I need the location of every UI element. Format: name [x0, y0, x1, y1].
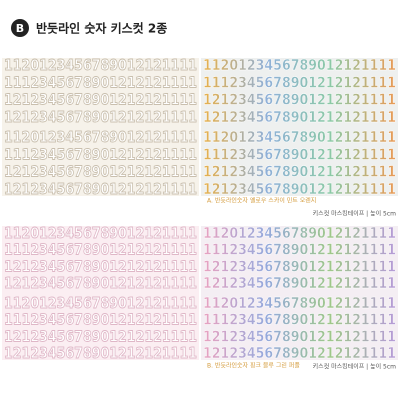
caption: B. 반듯라인숫자 핑크 블루 그린 퍼플 [207, 362, 300, 370]
color-digits: 1112345678901212121111 [203, 311, 396, 329]
right-strip-bg [201, 58, 398, 196]
outline-digits: 1112345678901212121111 [4, 145, 197, 163]
color-digits: 1212345678901212121111 [203, 163, 396, 181]
color-digits: 1212345678901212121111 [203, 257, 396, 275]
right-strip-bg [201, 226, 398, 360]
outline-digits: 1212345678901212121111 [4, 344, 197, 362]
color-digits: 1212345678901212121111 [203, 108, 396, 126]
title: 반듯라인 숫자 키스컷 2종 [36, 21, 167, 36]
color-digits: 1212345678901212121111 [203, 91, 396, 109]
spec: 키스컷 마스킹테이프 | 높이 5cm [313, 210, 396, 218]
caption: A. 반듯라인숫자 옐로우 스카이 민트 오렌지 [207, 197, 316, 205]
outline-digits: 1120123456789012121111 [4, 128, 197, 146]
color-digits: 1212345678901212121111 [203, 180, 396, 198]
color-digits: 1120123456789012121111 [203, 56, 396, 74]
color-digits: 1212345678901212121111 [203, 344, 396, 362]
color-digits: 1212345678901212121111 [203, 327, 396, 345]
color-digits: 1212345678901212121111 [203, 274, 396, 292]
outline-digits: 1212345678901212121111 [4, 327, 197, 345]
color-digits: 1112345678901212121111 [203, 73, 396, 91]
outline-digits: 1212345678901212121111 [4, 257, 197, 275]
outline-digits: 1120123456789012121111 [4, 56, 197, 74]
outline-digits: 1212345678901212121111 [4, 163, 197, 181]
outline-digits: 1212345678901212121111 [4, 91, 197, 109]
left-strip-bg [2, 226, 199, 360]
outline-digits: 1120123456789012121111 [4, 224, 197, 242]
outline-digits: 1112345678901212121111 [4, 311, 197, 329]
spec: 키스컷 마스킹테이프 | 높이 5cm [313, 363, 396, 371]
color-digits: 1120123456789012121111 [203, 294, 396, 312]
badge: B [16, 22, 24, 35]
outline-digits: 1212345678901212121111 [4, 274, 197, 292]
outline-digits: 1112345678901212121111 [4, 241, 197, 259]
color-digits: 1112345678901212121111 [203, 241, 396, 259]
color-digits: 1120123456789012121111 [203, 128, 396, 146]
left-strip-bg [2, 58, 199, 196]
badge-circle [11, 19, 29, 37]
color-digits: 1120123456789012121111 [203, 224, 396, 242]
outline-digits: 1212345678901212121111 [4, 180, 197, 198]
outline-digits: 1120123456789012121111 [4, 294, 197, 312]
color-digits: 1112345678901212121111 [203, 145, 396, 163]
outline-digits: 1212345678901212121111 [4, 108, 197, 126]
outline-digits: 1112345678901212121111 [4, 73, 197, 91]
